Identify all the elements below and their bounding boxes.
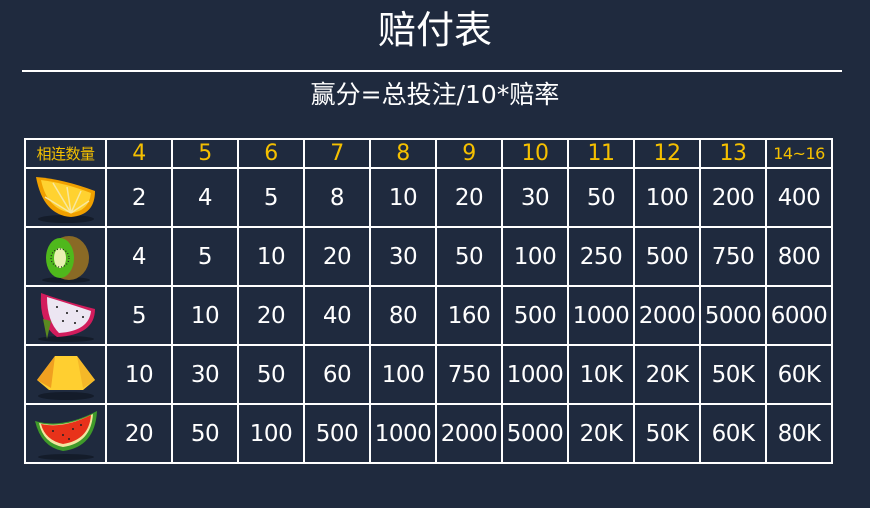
payout-cell: 80K — [765, 403, 833, 464]
payout-cell: 2 — [105, 167, 173, 228]
payout-cell: 10 — [171, 285, 239, 346]
payout-cell: 20 — [237, 285, 305, 346]
column-header: 14~16 — [765, 138, 833, 169]
payout-cell: 10 — [369, 167, 437, 228]
payout-cell: 250 — [567, 226, 635, 287]
watermelon-icon — [26, 407, 105, 461]
payout-cell: 500 — [303, 403, 371, 464]
payout-cell: 30 — [171, 344, 239, 405]
payout-cell: 800 — [765, 226, 833, 287]
paytable: 相连数量 4 5 6 7 8 9 10 11 12 13 14~16 2 4 5 8 10 20 30 50 100 20… — [24, 138, 833, 464]
table-row: 5 10 20 40 80 160 500 1000 2000 5000 6000 — [24, 285, 833, 346]
payout-cell: 100 — [501, 226, 569, 287]
payout-cell: 20 — [435, 167, 503, 228]
payout-cell: 1000 — [501, 344, 569, 405]
payout-cell: 750 — [435, 344, 503, 405]
divider — [22, 70, 842, 72]
payout-cell: 1000 — [567, 285, 635, 346]
table-row: 4 5 10 20 30 50 100 250 500 750 800 — [24, 226, 833, 287]
payout-cell: 10 — [237, 226, 305, 287]
payout-cell: 10 — [105, 344, 173, 405]
payout-cell: 5 — [171, 226, 239, 287]
payout-cell: 8 — [303, 167, 371, 228]
header-row: 相连数量 4 5 6 7 8 9 10 11 12 13 14~16 — [24, 138, 833, 169]
payout-cell: 500 — [501, 285, 569, 346]
payout-cell: 4 — [171, 167, 239, 228]
payout-cell: 60 — [303, 344, 371, 405]
symbol-cell — [24, 403, 107, 464]
payout-cell: 50 — [171, 403, 239, 464]
column-header: 12 — [633, 138, 701, 169]
column-header: 4 — [105, 138, 173, 169]
column-header: 7 — [303, 138, 371, 169]
payout-cell: 160 — [435, 285, 503, 346]
payout-cell: 60K — [765, 344, 833, 405]
payout-cell: 50 — [435, 226, 503, 287]
payout-cell: 2000 — [435, 403, 503, 464]
pineapple-icon — [26, 348, 105, 402]
column-header: 8 — [369, 138, 437, 169]
payout-cell: 20 — [105, 403, 173, 464]
symbol-cell — [24, 344, 107, 405]
payout-cell: 40 — [303, 285, 371, 346]
column-header: 5 — [171, 138, 239, 169]
payout-cell: 6000 — [765, 285, 833, 346]
payout-cell: 750 — [699, 226, 767, 287]
payout-cell: 5000 — [699, 285, 767, 346]
payout-cell: 200 — [699, 167, 767, 228]
page-title: 赔付表 — [377, 8, 492, 52]
payout-cell: 5 — [105, 285, 173, 346]
payout-cell: 5 — [237, 167, 305, 228]
payout-cell: 100 — [237, 403, 305, 464]
payout-cell: 10K — [567, 344, 635, 405]
payout-cell: 30 — [369, 226, 437, 287]
payout-cell: 400 — [765, 167, 833, 228]
kiwi-icon — [26, 230, 105, 284]
payout-cell: 500 — [633, 226, 701, 287]
payout-cell: 60K — [699, 403, 767, 464]
symbol-cell — [24, 285, 107, 346]
payout-cell: 4 — [105, 226, 173, 287]
payout-cell: 80 — [369, 285, 437, 346]
payout-cell: 50 — [237, 344, 305, 405]
payout-cell: 20 — [303, 226, 371, 287]
column-header: 11 — [567, 138, 635, 169]
payout-cell: 100 — [633, 167, 701, 228]
column-header: 13 — [699, 138, 767, 169]
table-row: 20 50 100 500 1000 2000 5000 20K 50K 60K 80K — [24, 403, 833, 464]
payout-cell: 50 — [567, 167, 635, 228]
orange-icon — [26, 171, 105, 225]
payout-cell: 1000 — [369, 403, 437, 464]
payout-cell: 2000 — [633, 285, 701, 346]
payout-cell: 50K — [633, 403, 701, 464]
corner-label: 相连数量 — [24, 138, 107, 169]
payout-cell: 30 — [501, 167, 569, 228]
table-row: 2 4 5 8 10 20 30 50 100 200 400 — [24, 167, 833, 228]
table-row: 10 30 50 60 100 750 1000 10K 20K 50K 60K — [24, 344, 833, 405]
payout-cell: 20K — [633, 344, 701, 405]
payout-cell: 50K — [699, 344, 767, 405]
column-header: 6 — [237, 138, 305, 169]
payout-cell: 5000 — [501, 403, 569, 464]
payout-formula: 赢分=总投注/10*赔率 — [310, 80, 560, 109]
symbol-cell — [24, 167, 107, 228]
payout-cell: 100 — [369, 344, 437, 405]
dragon-fruit-icon — [26, 289, 105, 343]
symbol-cell — [24, 226, 107, 287]
column-header: 9 — [435, 138, 503, 169]
payout-cell: 20K — [567, 403, 635, 464]
column-header: 10 — [501, 138, 569, 169]
